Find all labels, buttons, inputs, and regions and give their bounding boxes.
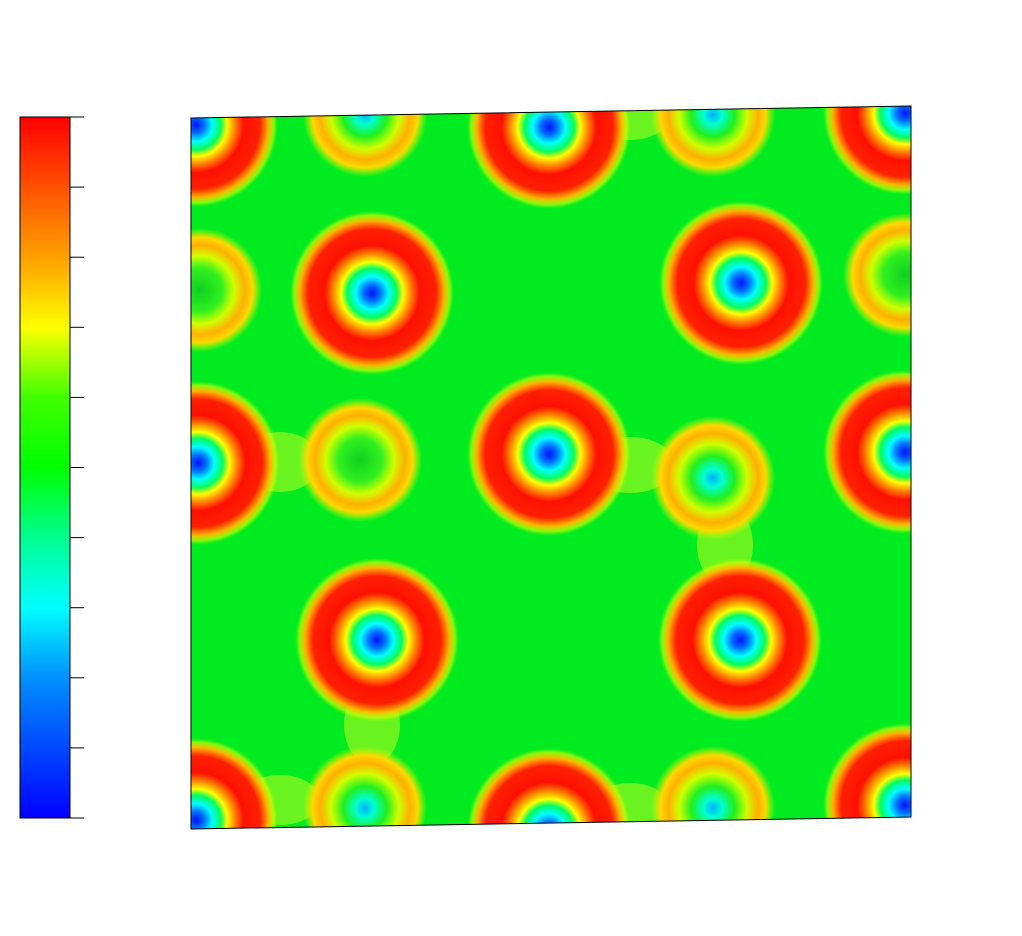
field-node xyxy=(303,746,427,829)
field-core xyxy=(467,106,631,209)
map-border xyxy=(190,105,912,830)
field-core xyxy=(295,558,459,722)
field-core xyxy=(290,211,454,375)
field-core xyxy=(823,723,911,829)
field-core xyxy=(823,106,911,195)
field-node xyxy=(651,746,775,829)
colorbar xyxy=(19,116,71,819)
field-core xyxy=(658,558,822,722)
field-node xyxy=(651,106,775,177)
field-node xyxy=(191,228,262,352)
field-core xyxy=(191,106,278,207)
field-node xyxy=(298,398,422,522)
field-node xyxy=(651,416,775,540)
field-core xyxy=(191,381,280,545)
field-core xyxy=(659,201,823,365)
field-core xyxy=(823,370,911,534)
field-core xyxy=(467,372,631,536)
field-map xyxy=(191,106,911,829)
field-core xyxy=(467,748,631,829)
field-core xyxy=(191,738,278,829)
field-node xyxy=(843,213,911,337)
